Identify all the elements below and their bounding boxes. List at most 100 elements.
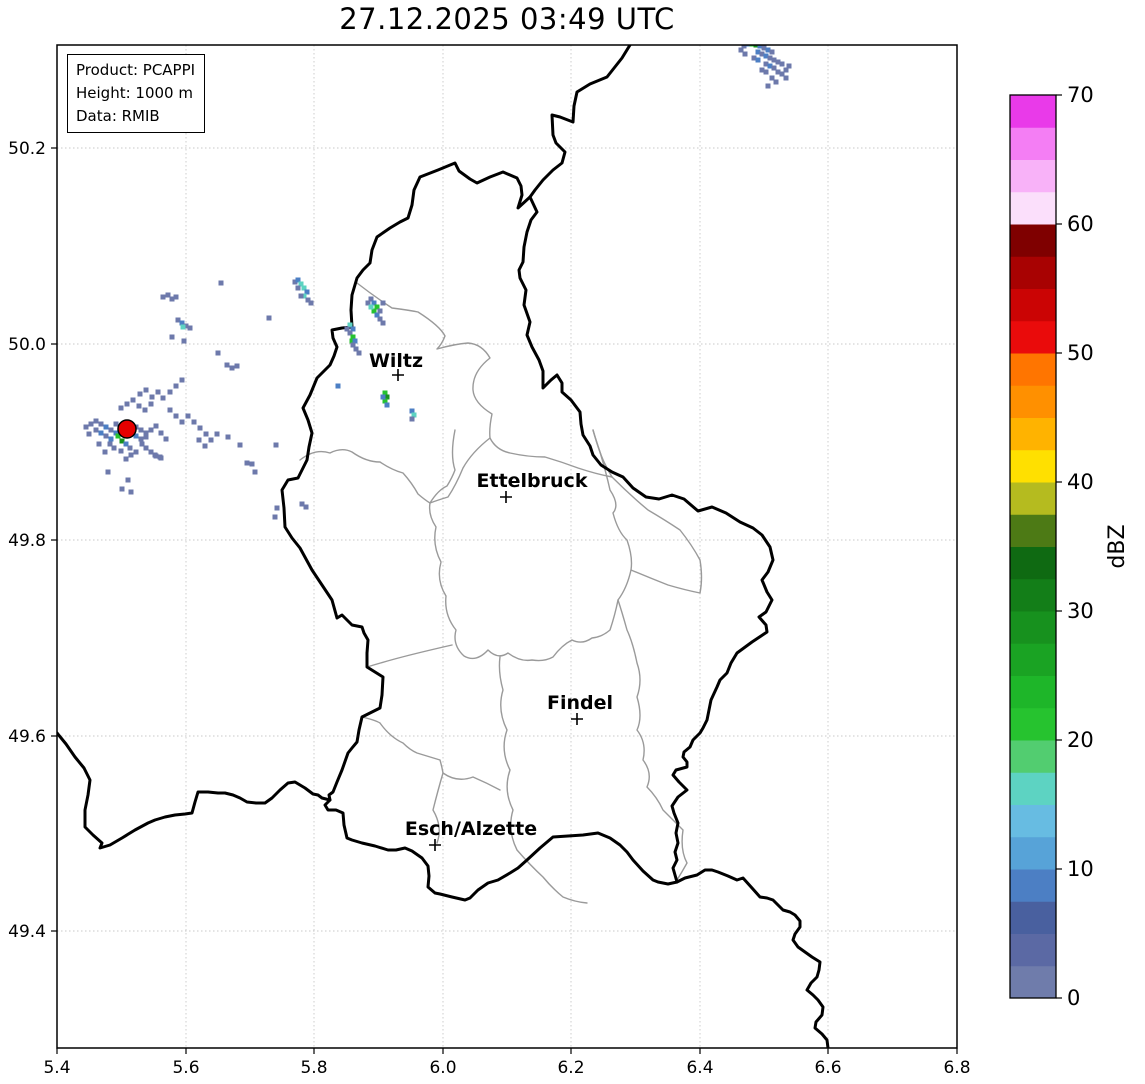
radar-cell (152, 452, 158, 458)
colorbar-band (1010, 675, 1056, 709)
radar-cell (377, 316, 383, 322)
radar-cell (786, 63, 792, 69)
radar-cell (765, 83, 771, 89)
radar-cell (165, 292, 171, 298)
radar-cell (775, 59, 781, 65)
y-tick-label: 50.0 (8, 335, 46, 355)
country-borders (57, 45, 830, 1048)
colorbar-band (1010, 933, 1056, 967)
radar-cell (304, 289, 310, 295)
radar-cell (118, 405, 124, 411)
radar-cell (779, 61, 785, 67)
colorbar-band (1010, 482, 1056, 515)
radar-cell (113, 430, 119, 436)
radar-cell (229, 365, 235, 371)
radar-cell (767, 63, 773, 69)
x-axis-ticks: 5.4 5.6 5.8 6.0 6.2 6.4 6.6 6.8 (43, 1048, 971, 1078)
x-tick-label: 5.4 (43, 1058, 70, 1078)
country-border-path (675, 868, 830, 1048)
radar-cell (380, 320, 386, 326)
canton-border-path (617, 599, 688, 881)
city-label: Esch/Alzette (405, 818, 537, 840)
radar-cell (380, 394, 386, 400)
colorbar-tick-label: 70 (1067, 83, 1094, 107)
radar-cell (143, 445, 149, 451)
colorbar-band (1010, 546, 1056, 580)
radar-cell (763, 53, 769, 59)
colorbar-band (1010, 385, 1056, 418)
radar-cell (384, 394, 390, 400)
canton-border-path (361, 716, 501, 791)
radar-cell (295, 285, 301, 291)
colorbar-band (1010, 127, 1056, 160)
radar-cell (208, 437, 214, 443)
radar-cell (273, 442, 279, 448)
radar-cell (163, 436, 169, 442)
canton-border-path (630, 569, 701, 594)
radar-cell (409, 416, 415, 422)
radar-cell (773, 79, 779, 85)
radar-cell (371, 308, 377, 314)
colorbar-band (1010, 320, 1056, 354)
radar-cell (765, 47, 771, 53)
radar-cell (298, 293, 304, 299)
radar-cell (350, 334, 356, 340)
radar-cell (783, 67, 789, 73)
radar-cell (142, 407, 148, 413)
radar-cell (349, 338, 355, 344)
colorbar-tick-label: 0 (1067, 986, 1080, 1010)
radar-cell (771, 57, 777, 63)
canton-border-path (592, 429, 613, 478)
radar-cell (301, 293, 307, 299)
radar-cell (741, 45, 747, 49)
product-info-box: Product: PCAPPI Height: 1000 m Data: RMI… (67, 54, 206, 134)
radar-cell (738, 47, 744, 53)
colorbar-band (1010, 901, 1056, 934)
radar-cell (83, 424, 89, 430)
radar-cell (143, 430, 149, 436)
radar-cell (203, 431, 209, 437)
radar-cell (123, 441, 129, 447)
radar-cell (382, 390, 388, 396)
radar-cell (185, 413, 191, 419)
radar-cell (767, 55, 773, 61)
plot-frame (56, 44, 958, 1049)
canton-border-path (611, 476, 703, 594)
x-tick-label: 6.2 (557, 1058, 584, 1078)
canton-border-path (498, 656, 588, 904)
radar-cell (127, 445, 133, 451)
info-data: Data: RMIB (76, 106, 160, 125)
colorbar-band (1010, 707, 1056, 741)
radar-cell (86, 431, 92, 437)
radar-cell (181, 338, 187, 344)
radar-cell (411, 412, 417, 418)
radar-cell (118, 448, 124, 454)
colorbar-band (1010, 191, 1056, 225)
radar-cell (380, 300, 386, 306)
radar-cell (352, 338, 358, 344)
radar-cell (175, 317, 181, 323)
radar-cell (179, 377, 185, 383)
colorbar-tick-label: 50 (1067, 341, 1094, 365)
radar-cell (179, 419, 185, 425)
canton-border-path (299, 449, 431, 504)
radar-cell (252, 469, 258, 475)
radar-cell (350, 326, 356, 332)
y-tick-label: 49.4 (8, 922, 46, 942)
radar-cell (266, 315, 272, 321)
radar-cell (295, 277, 301, 283)
radar-cell (111, 445, 117, 451)
radar-cell (335, 383, 341, 389)
radar-cell (382, 398, 388, 404)
radar-cell (103, 433, 109, 439)
radar-cell (187, 325, 193, 331)
x-tick-label: 5.6 (172, 1058, 199, 1078)
radar-cell (755, 49, 761, 55)
radar-cell (96, 441, 102, 447)
radar-cell (356, 350, 362, 356)
canton-border-path (432, 772, 444, 844)
colorbar-band (1010, 611, 1056, 644)
radar-cell (119, 438, 125, 444)
